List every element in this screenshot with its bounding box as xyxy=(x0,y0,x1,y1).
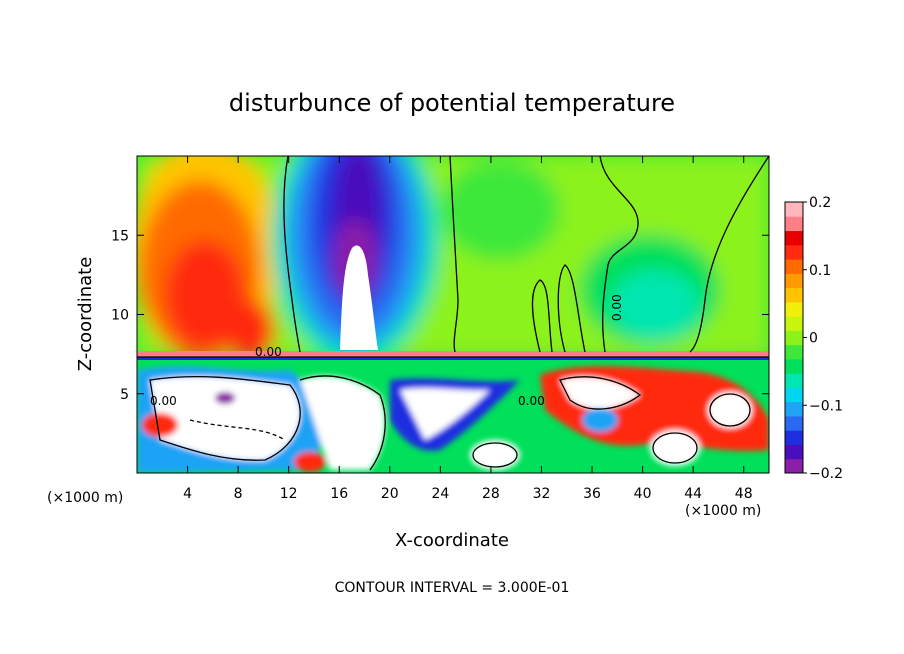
colorbar-tick-label: 0.1 xyxy=(809,263,831,279)
contour-label: 0.00 xyxy=(255,345,282,359)
colorbar-swatch xyxy=(785,230,803,246)
colorbar-swatch xyxy=(785,344,803,360)
colorbar-swatch xyxy=(785,244,803,260)
colorbar-swatch xyxy=(785,401,803,417)
lower-field xyxy=(137,356,769,473)
x-tick-label: 12 xyxy=(280,486,298,502)
x-tick-label: 40 xyxy=(634,486,652,502)
y-tick-label: 5 xyxy=(120,387,129,403)
colorbar-swatch xyxy=(785,202,803,217)
colorbar: 0.2 0.1 0 −0.1 −0.2 xyxy=(784,195,843,482)
y-tick-label: 10 xyxy=(111,308,129,324)
chart-title: disturbunce of potential temperature xyxy=(229,89,675,117)
contour-finger-1 xyxy=(531,279,553,353)
contour-labels: 0.00 0.00 0.00 0.00 xyxy=(150,294,624,408)
x-tick-label: 32 xyxy=(533,486,551,502)
colorbar-tick-label: 0.2 xyxy=(809,195,831,211)
x-tick-label: 16 xyxy=(330,486,348,502)
contour-lower-3 xyxy=(559,376,642,410)
contour-zero-mid xyxy=(449,156,459,353)
x-tick-label: 8 xyxy=(234,486,243,502)
colorbar-tick-label: 0 xyxy=(809,331,818,347)
colorbar-swatch xyxy=(785,216,803,232)
x-unit-left: (×1000 m) xyxy=(47,490,123,506)
contour-lower-6 xyxy=(652,432,698,464)
x-tick-label: 28 xyxy=(482,486,500,502)
x-tick-label: 48 xyxy=(735,486,753,502)
colorbar-swatch xyxy=(785,330,803,346)
contour-label: 0.00 xyxy=(518,394,545,408)
x-tick-label: 4 xyxy=(183,486,192,502)
contour-finger-2 xyxy=(557,264,586,353)
colorbar-swatch xyxy=(785,273,803,289)
inversion-band xyxy=(137,351,769,357)
contour-interval: CONTOUR INTERVAL = 3.000E-01 xyxy=(335,580,570,596)
colorbar-swatch xyxy=(785,358,803,374)
colorbar-tick-label: −0.2 xyxy=(809,466,843,482)
x-axis-label: X-coordinate xyxy=(395,530,509,551)
contour-lower-1 xyxy=(149,375,301,461)
colorbar-swatch xyxy=(785,415,803,431)
x-tick-label: 36 xyxy=(583,486,601,502)
colorbar-tick-label: −0.1 xyxy=(809,398,843,414)
contour-label: 0.00 xyxy=(150,394,177,408)
y-axis: 5 10 15 xyxy=(111,228,769,403)
contour-zero-edge xyxy=(689,156,769,353)
x-tick-label: 24 xyxy=(431,486,449,502)
y-tick-label: 15 xyxy=(111,228,129,244)
contour-lower-2 xyxy=(299,375,386,471)
colorbar-swatch xyxy=(785,444,803,460)
plot-area: 0.00 0.00 0.00 0.00 xyxy=(137,156,769,473)
y-axis-label: Z-coordinate xyxy=(75,257,96,372)
contour-zero-left xyxy=(283,156,301,353)
contour-label: 0.00 xyxy=(610,294,624,321)
colorbar-swatch xyxy=(785,458,803,474)
contour-lower-5 xyxy=(709,393,751,427)
colorbar-swatch xyxy=(785,259,803,274)
colorbar-swatch xyxy=(785,287,803,303)
x-axis: 4 8 12 16 20 24 28 32 36 40 44 48 xyxy=(183,156,753,502)
colorbar-swatch xyxy=(785,316,803,331)
colorbar-swatch xyxy=(785,301,803,317)
x-unit-right: (×1000 m) xyxy=(685,503,761,519)
contour-lower-4 xyxy=(472,442,518,468)
colorbar-swatch xyxy=(785,373,803,388)
colorbar-swatch xyxy=(785,387,803,403)
contour-lines xyxy=(137,156,769,471)
colorbar-swatch xyxy=(785,430,803,445)
upper-field xyxy=(137,156,769,365)
x-tick-label: 20 xyxy=(381,486,399,502)
updraft-core xyxy=(340,245,378,350)
contour-zero-right xyxy=(599,156,639,353)
x-tick-label: 44 xyxy=(684,486,702,502)
